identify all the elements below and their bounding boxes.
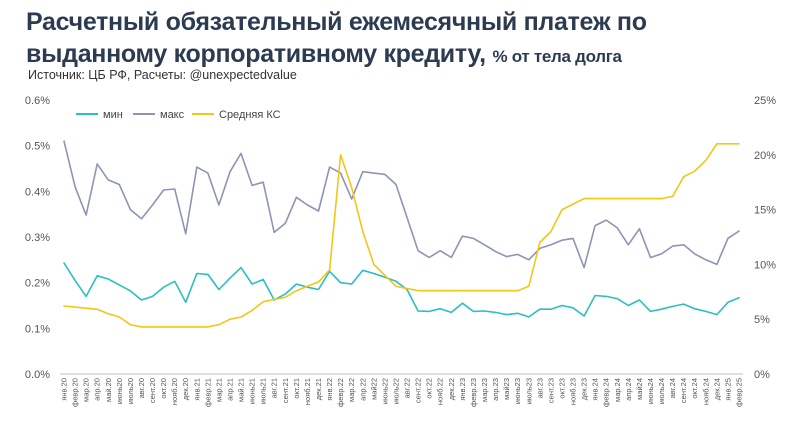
- x-tick-label: мар.20: [82, 378, 91, 402]
- x-tick-label: май23: [502, 378, 511, 400]
- x-tick-label: апр.24: [624, 378, 633, 401]
- x-tick-label: апр.23: [491, 378, 500, 401]
- x-tick-label: мар.22: [347, 378, 356, 402]
- x-tick-label: июнь24: [646, 378, 655, 404]
- y-left-tick-label: 0.1%: [25, 323, 50, 335]
- x-tick-label: мар.21: [214, 378, 223, 402]
- x-tick-label: сент.21: [281, 378, 290, 403]
- legend-label: макс: [160, 109, 185, 121]
- x-tick-label: июль21: [259, 378, 268, 404]
- y-left-tick-label: 0.3%: [25, 232, 50, 244]
- x-tick-label: июнь21: [248, 378, 257, 404]
- x-tick-label: май.20: [104, 378, 113, 402]
- x-tick-label: июнь20: [115, 378, 124, 404]
- x-tick-label: нояб.21: [303, 378, 312, 405]
- x-tick-label: май22: [369, 378, 378, 400]
- series-line-средняя-кс: [63, 143, 740, 328]
- y-right-tick-label: 0%: [754, 369, 770, 381]
- chart-source: Источник: ЦБ РФ, Расчеты: @unexpectedval…: [28, 68, 297, 82]
- x-tick-label: авг.23: [535, 378, 544, 398]
- x-tick-label: дек.20: [181, 378, 190, 400]
- x-tick-label: сент.24: [679, 378, 688, 403]
- chart-title-main: Расчетный обязательный ежемесячный плате…: [26, 8, 647, 68]
- y-left-tick-label: 0.0%: [25, 369, 50, 381]
- x-tick-label: февр.24: [602, 378, 611, 407]
- x-tick-label: дек.21: [314, 378, 323, 400]
- x-tick-label: нояб.23: [569, 378, 578, 405]
- x-tick-label: янв.20: [60, 378, 69, 401]
- y-right-tick-label: 15%: [754, 205, 776, 217]
- x-tick-label: нояб.22: [436, 378, 445, 405]
- x-tick-label: июль23: [524, 378, 533, 404]
- x-tick-label: авг.22: [403, 378, 412, 398]
- x-tick-label: февр.21: [203, 378, 212, 407]
- x-tick-label: сент.23: [546, 378, 555, 403]
- y-left-tick-label: 0.4%: [25, 186, 50, 198]
- x-tick-label: окт.22: [425, 378, 434, 399]
- x-tick-label: янв.24: [591, 378, 600, 401]
- x-tick-label: янв.23: [458, 378, 467, 401]
- x-tick-label: нояб.24: [701, 378, 710, 405]
- chart-title-unit: % от тела долга: [492, 47, 622, 66]
- x-tick-label: сент.22: [414, 378, 423, 403]
- y-right-tick-label: 5%: [754, 314, 770, 326]
- legend-label: мин: [103, 109, 123, 121]
- x-tick-label: июнь23: [513, 378, 522, 404]
- x-tick-label: дек.23: [580, 378, 589, 400]
- x-tick-label: авг.20: [137, 378, 146, 398]
- x-tick-label: авг.21: [270, 378, 279, 398]
- x-tick-label: янв.22: [325, 378, 334, 401]
- x-tick-label: июль24: [657, 378, 666, 404]
- x-tick-label: февр.25: [735, 378, 744, 407]
- x-tick-label: май24: [635, 378, 644, 400]
- x-tick-label: янв.25: [723, 378, 732, 401]
- x-tick-label: дек.22: [447, 378, 456, 400]
- x-tick-label: февр.20: [71, 378, 80, 407]
- y-right-tick-label: 10%: [754, 259, 776, 271]
- x-tick-label: сент.20: [148, 378, 157, 403]
- x-tick-label: мар.23: [480, 378, 489, 402]
- legend-label: Средняя КС: [219, 109, 281, 121]
- x-tick-label: окт.21: [292, 378, 301, 399]
- x-tick-label: июль20: [126, 378, 135, 404]
- y-left-tick-label: 0.6%: [25, 95, 50, 107]
- x-tick-label: окт.20: [159, 378, 168, 399]
- x-tick-label: февр.22: [336, 378, 345, 407]
- series-line-макс: [63, 140, 740, 269]
- x-tick-label: апр.20: [93, 378, 102, 401]
- x-axis: янв.20 февр.20 мар.20 апр.20 май.20 июнь20 июл…: [60, 373, 744, 407]
- y-left-tick-label: 0.2%: [25, 278, 50, 290]
- y-axis-right: 0% 5% 10% 15% 20% 25%: [754, 95, 776, 381]
- x-tick-label: окт.24: [690, 378, 699, 399]
- series-lines: [63, 140, 740, 328]
- chart-title: Расчетный обязательный ежемесячный плате…: [26, 6, 786, 73]
- x-tick-label: нояб.20: [170, 378, 179, 405]
- y-left-tick-label: 0.5%: [25, 141, 50, 153]
- legend: мин макс Средняя КС: [76, 109, 281, 121]
- x-tick-label: май.21: [237, 378, 246, 402]
- y-right-tick-label: 20%: [754, 150, 776, 162]
- x-tick-label: авг.24: [668, 378, 677, 398]
- x-tick-label: янв.21: [192, 378, 201, 401]
- x-tick-label: окт.23: [557, 378, 566, 399]
- x-tick-label: июль22: [391, 378, 400, 404]
- x-tick-label: дек.24: [712, 378, 721, 400]
- x-tick-label: февр.23: [469, 378, 478, 407]
- y-axis-left: 0.0% 0.1% 0.2% 0.3% 0.4% 0.5% 0.6%: [25, 95, 50, 381]
- x-tick-label: апр.21: [225, 378, 234, 401]
- y-right-tick-label: 25%: [754, 95, 776, 107]
- x-tick-label: мар.24: [613, 378, 622, 402]
- series-line-мин: [63, 262, 740, 318]
- x-tick-label: июнь22: [380, 378, 389, 404]
- x-tick-label: апр.22: [358, 378, 367, 401]
